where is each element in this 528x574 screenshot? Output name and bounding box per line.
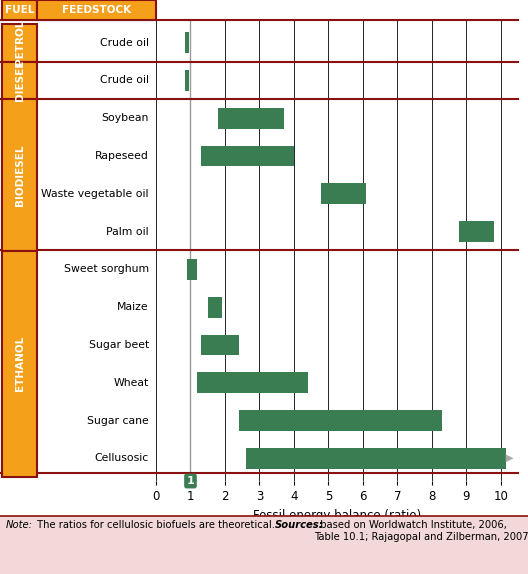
Bar	[322, 184, 366, 204]
Bar	[208, 297, 222, 317]
Text: based on Worldwatch Institute, 2006,
Table 10.1; Rajagopal and Zilberman, 2007.: based on Worldwatch Institute, 2006, Tab…	[314, 520, 528, 542]
Text: Crude oil: Crude oil	[100, 38, 149, 48]
Text: FUEL: FUEL	[5, 5, 34, 15]
Text: Sugar beet: Sugar beet	[89, 340, 149, 350]
Bar	[218, 108, 284, 129]
Text: Palm oil: Palm oil	[106, 227, 149, 236]
Text: Sweet sorghum: Sweet sorghum	[64, 265, 149, 274]
Bar	[187, 259, 197, 280]
Bar	[201, 335, 239, 355]
Bar	[201, 146, 294, 166]
Text: Rapeseed: Rapeseed	[95, 151, 149, 161]
Text: The ratios for cellulosic biofuels are theoretical.: The ratios for cellulosic biofuels are t…	[34, 520, 275, 530]
Text: Sugar cane: Sugar cane	[87, 416, 149, 425]
Text: FEEDSTOCK: FEEDSTOCK	[62, 5, 131, 15]
Bar	[185, 32, 188, 53]
Text: ETHANOL: ETHANOL	[14, 336, 24, 391]
Text: Cellusosic: Cellusosic	[95, 453, 149, 463]
Text: Soybean: Soybean	[101, 113, 149, 123]
Text: 1: 1	[186, 476, 194, 486]
Text: Note:: Note:	[5, 520, 32, 530]
Bar	[246, 448, 506, 469]
Text: Sources:: Sources:	[275, 520, 323, 530]
Bar	[459, 221, 494, 242]
Bar	[239, 410, 442, 431]
Text: Waste vegetable oil: Waste vegetable oil	[41, 189, 149, 199]
Text: Maize: Maize	[117, 302, 149, 312]
Bar	[185, 70, 188, 91]
Text: Wheat: Wheat	[114, 378, 149, 388]
X-axis label: Fossil energy balance (ratio): Fossil energy balance (ratio)	[253, 509, 421, 522]
Text: DIESEL: DIESEL	[14, 60, 24, 101]
Bar	[197, 373, 308, 393]
Text: PETROL: PETROL	[14, 20, 24, 65]
Text: BIODIESEL: BIODIESEL	[14, 144, 24, 205]
Text: Crude oil: Crude oil	[100, 75, 149, 86]
